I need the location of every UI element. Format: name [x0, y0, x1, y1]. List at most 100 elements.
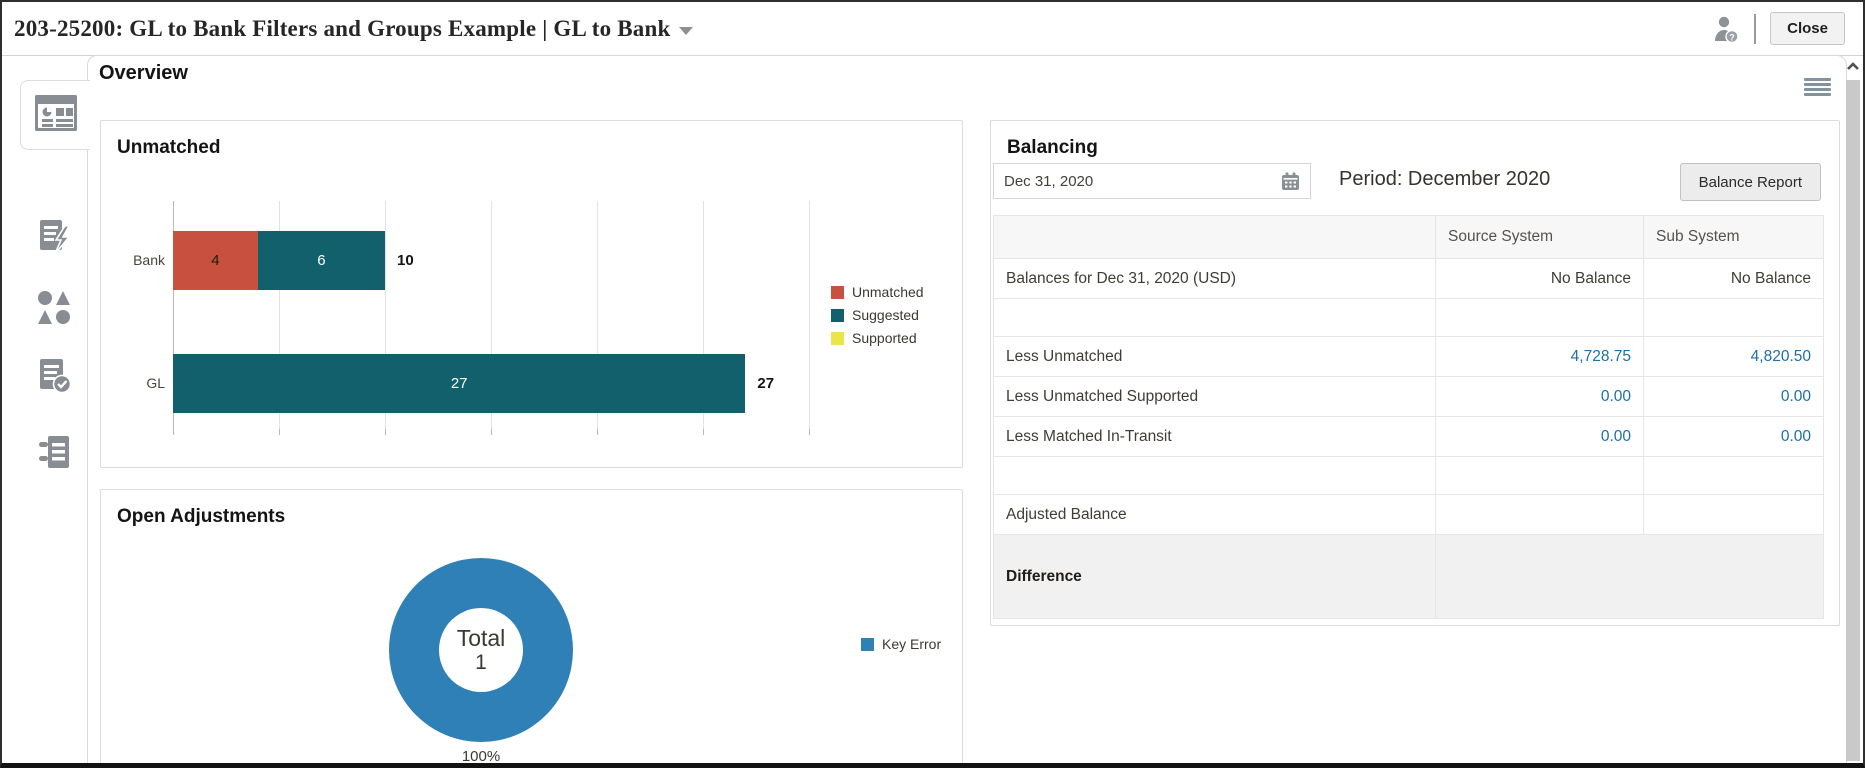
- user-help-icon[interactable]: ?: [1712, 14, 1740, 44]
- table-row: Less Unmatched Supported 0.00 0.00: [993, 376, 1824, 417]
- table-row: Less Unmatched 4,728.75 4,820.50: [993, 336, 1824, 377]
- gridline: [703, 201, 704, 429]
- value-cell: [1643, 298, 1824, 337]
- document-lightning-icon: [35, 220, 73, 260]
- table-header-row: Source System Sub System: [993, 215, 1824, 259]
- page-title: Overview: [99, 62, 188, 84]
- period-date-input[interactable]: Dec 31, 2020: [993, 163, 1311, 199]
- table-row: [993, 298, 1824, 337]
- bar-segment-unmatched-bank[interactable]: 4: [173, 231, 258, 290]
- balance-report-button[interactable]: Balance Report: [1679, 163, 1821, 201]
- unmatched-swatch-icon: [831, 285, 844, 299]
- table-row: Less Matched In-Transit 0.00 0.00: [993, 416, 1824, 457]
- drill-value-cell[interactable]: 0.00: [1435, 376, 1644, 417]
- dashboard-sidebar: [2, 56, 90, 763]
- row-label: Adjusted Balance: [993, 494, 1436, 535]
- suggested-swatch-icon: [831, 308, 844, 322]
- gridline: [597, 201, 598, 429]
- column-header-source-system: Source System: [1435, 215, 1644, 259]
- gridline: [491, 201, 492, 429]
- reconciliation-title: 203-25200: GL to Bank Filters and Groups…: [14, 2, 694, 55]
- unmatched-chart-legend: Unmatched Suggested Supported: [831, 284, 924, 346]
- drill-value-cell[interactable]: 0.00: [1643, 416, 1824, 457]
- panel-menu-icon[interactable]: [1804, 78, 1831, 98]
- unmatched-card-title: Unmatched: [117, 137, 221, 158]
- value-cell: No Balance: [1435, 258, 1644, 299]
- gridline: [385, 201, 386, 429]
- donut-center-label: Total 1: [439, 608, 523, 692]
- top-header: 203-25200: GL to Bank Filters and Groups…: [2, 2, 1863, 56]
- unmatched-card: Unmatched Bank 4 6 10 GL 27 27 Unmatched Sugges…: [100, 120, 963, 468]
- drill-value-cell[interactable]: 4,820.50: [1643, 336, 1824, 377]
- shapes-icon: [35, 291, 73, 331]
- table-row: Difference: [993, 534, 1824, 619]
- axis-tick: [385, 429, 386, 435]
- key-error-swatch-icon: [861, 637, 874, 651]
- column-header-sub-system: Sub System: [1643, 215, 1824, 259]
- sidebar-item-overview[interactable]: [20, 80, 90, 150]
- binder-icon: [35, 436, 73, 475]
- axis-tick: [491, 429, 492, 435]
- balancing-card-title: Balancing: [1007, 137, 1098, 158]
- table-row: [993, 456, 1824, 495]
- supported-swatch-icon: [831, 331, 844, 345]
- row-label: Less Unmatched Supported: [993, 376, 1436, 417]
- sidebar-item-reconciliation[interactable]: [35, 357, 73, 395]
- axis-tick: [703, 429, 704, 435]
- column-header-empty: [993, 215, 1436, 259]
- legend-item-suggested[interactable]: Suggested: [831, 307, 924, 323]
- unmatched-bar-chart: Bank 4 6 10 GL 27 27: [133, 201, 810, 435]
- close-button[interactable]: Close: [1770, 12, 1845, 45]
- value-cell: [1643, 456, 1824, 495]
- row-label: [993, 298, 1436, 337]
- axis-tick: [597, 429, 598, 435]
- bar-total-label: 27: [757, 375, 775, 392]
- x-axis-line: [173, 201, 174, 429]
- drill-value-cell[interactable]: 0.00: [1435, 416, 1644, 457]
- row-label: Less Unmatched: [993, 336, 1436, 377]
- bar-segment-suggested-gl[interactable]: 27: [173, 354, 746, 413]
- axis-tick: [809, 429, 810, 435]
- balancing-table-body: Balances for Dec 31, 2020 (USD) No Balanc…: [993, 258, 1824, 619]
- category-label-gl: GL: [146, 374, 165, 391]
- sidebar-item-matching[interactable]: [35, 289, 73, 327]
- value-cell: [1435, 456, 1644, 495]
- open-adjustments-card: Open Adjustments Total 1 100% Key Error: [100, 489, 963, 765]
- legend-item-unmatched[interactable]: Unmatched: [831, 284, 924, 300]
- bar-total-label: 10: [397, 252, 414, 269]
- row-label: Difference: [993, 534, 1436, 619]
- value-cell: [1643, 494, 1824, 535]
- gridline: [279, 201, 280, 429]
- scroll-up-icon[interactable]: [1846, 60, 1860, 76]
- table-row: Adjusted Balance: [993, 494, 1824, 535]
- svg-text:?: ?: [1729, 32, 1735, 42]
- row-label: Balances for Dec 31, 2020 (USD): [993, 258, 1436, 299]
- donut-percent-label: 100%: [461, 748, 501, 765]
- open-adjustments-card-title: Open Adjustments: [117, 506, 286, 527]
- sidebar-item-adjustments[interactable]: [35, 433, 73, 471]
- axis-tick: [173, 429, 174, 435]
- drill-value-cell[interactable]: 4,728.75: [1435, 336, 1644, 377]
- balancing-card: Balancing Dec 31, 2020: [990, 120, 1840, 626]
- balancing-table: Source System Sub System Balances for De…: [993, 215, 1824, 619]
- value-cell: [1435, 298, 1644, 337]
- dashboard-icon: [33, 93, 78, 136]
- scrollbar-thumb[interactable]: [1846, 80, 1860, 761]
- sidebar-item-transactions[interactable]: [35, 218, 73, 256]
- legend-item-key-error[interactable]: Key Error: [861, 636, 941, 652]
- table-row: Balances for Dec 31, 2020 (USD) No Balanc…: [993, 258, 1824, 299]
- vertical-scrollbar: [1845, 58, 1861, 763]
- reconciliation-title-text: 203-25200: GL to Bank Filters and Groups…: [14, 15, 671, 41]
- row-label: [993, 456, 1436, 495]
- gridline: [809, 201, 810, 429]
- bar-segment-suggested-bank[interactable]: 6: [257, 231, 385, 290]
- adjustments-chart-legend: Key Error: [861, 636, 941, 652]
- calendar-icon[interactable]: [1281, 172, 1300, 191]
- legend-item-supported[interactable]: Supported: [831, 330, 924, 346]
- drill-value-cell[interactable]: 0.00: [1643, 376, 1824, 417]
- document-check-icon: [35, 359, 73, 399]
- open-adjustments-donut[interactable]: Total 1: [389, 558, 573, 742]
- chevron-down-icon[interactable]: [679, 26, 694, 35]
- axis-tick: [279, 429, 280, 435]
